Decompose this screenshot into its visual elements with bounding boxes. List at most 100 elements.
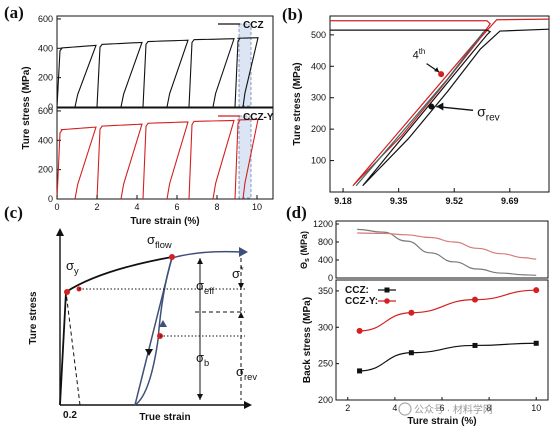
sigma-y-label: σy — [66, 258, 79, 276]
y-tick-label: 0 — [328, 273, 333, 283]
plot-frame-bottom — [56, 107, 274, 200]
y-tick-label: 600 — [38, 106, 53, 116]
arrow-head — [434, 67, 440, 73]
y-tick-label: 0 — [48, 102, 53, 112]
legend-marker — [384, 298, 390, 304]
plot-frame-top — [56, 15, 274, 108]
x-axis-label: Ture strain (%) — [407, 416, 476, 427]
y-axis-label: Ture stress (MPa) — [21, 66, 32, 149]
y-tick-label: 300 — [318, 322, 333, 332]
y-tick-label: 400 — [318, 255, 333, 265]
back-stress-point — [408, 309, 415, 316]
series-line-2 — [330, 28, 550, 187]
series-marker-2 — [428, 103, 435, 110]
back-stress-point — [408, 350, 414, 356]
x-tick-label: 2 — [94, 202, 99, 212]
x-tick-label: 0 — [54, 202, 59, 212]
y-tick-label: 200 — [318, 395, 333, 405]
x-tick-label: 2 — [345, 403, 350, 413]
sigma-b-label: σb — [196, 350, 209, 368]
highlight-band-bottom — [238, 115, 252, 199]
loading-cycle-3 — [142, 121, 189, 200]
x-tick-label: 9.35 — [390, 196, 408, 206]
arrow-head — [436, 102, 444, 111]
loading-cycle-1 — [56, 126, 97, 200]
loading-cycle-2 — [96, 123, 143, 200]
y-tick-label: 800 — [318, 237, 333, 247]
x-axis-label: True strain — [139, 412, 190, 423]
back-stress-curve-1 — [359, 342, 537, 372]
x-tick-label: 6 — [439, 403, 444, 413]
x-tick-label: 10 — [252, 202, 262, 212]
x-tick-label: 4 — [392, 403, 397, 413]
unloading-arrowhead — [145, 349, 153, 356]
legend-label: CCZ-Y — [243, 112, 274, 123]
sigma-y-marker — [64, 289, 70, 295]
watermark: 公众号 · 材料学网 — [398, 402, 493, 416]
top-plot-frame — [335, 220, 549, 279]
sigma-star-label: σ* — [232, 265, 244, 281]
y-tick-label: 500 — [311, 30, 326, 40]
legend-label: CCZ — [243, 20, 264, 31]
panel-c: Ture stress True strain 0.2 σflow σy σeff σ* σb… — [28, 228, 257, 423]
y-tick-label: 350 — [318, 286, 333, 296]
y-tick-label: 400 — [311, 61, 326, 71]
loading-cycle-3 — [142, 39, 189, 108]
x-tick-label: 9.69 — [501, 196, 519, 206]
y-tick-label: 200 — [38, 165, 53, 175]
sigma-flow-marker — [169, 254, 175, 260]
sigma-flow-label: σflow — [147, 232, 172, 250]
panel-d: 0 400 800 1200 200 250 300 350 2 4 6 8 10 Ture strain… — [299, 219, 549, 427]
y-tick-label: 200 — [311, 124, 326, 134]
loading-cycle-5 — [234, 118, 259, 200]
y-tick-label: 300 — [311, 93, 326, 103]
x-tick-label: 9.52 — [445, 196, 463, 206]
back-stress-point — [357, 368, 363, 374]
legend-label: CCZ: — [345, 285, 369, 296]
panel-b: 100 200 300 400 500 9.18 9.35 9.52 9.69 Ture stre… — [292, 15, 550, 206]
series-line-3 — [355, 31, 485, 187]
y-axis-label: Ture stress — [28, 291, 39, 345]
offset-line — [65, 291, 81, 406]
loading-cycle-4 — [188, 38, 235, 108]
y-axis-arrowhead — [56, 228, 64, 236]
wechat-icon — [398, 402, 412, 416]
panel-label-b: (b) — [282, 5, 303, 24]
y-tick-label: 400 — [38, 135, 53, 145]
y-tick-label: 0 — [48, 194, 53, 204]
loading-cycle-4 — [188, 119, 235, 200]
panel-a: 0 200 400 600 CCZ 0 200 400 600 CCZ-Y 0 2 4 6 8 10 Ture … — [21, 14, 274, 227]
bottom-y-axis-label: Back stress (MPa) — [302, 297, 313, 383]
annotation-sigma-rev: σrev — [477, 103, 500, 123]
legend-marker — [384, 287, 390, 293]
y-tick-label: 250 — [318, 359, 333, 369]
plot-frame — [329, 15, 550, 193]
watermark-text: 公众号 · 材料学网 — [414, 403, 493, 416]
reloading-curve — [134, 250, 243, 406]
back-stress-point — [471, 296, 478, 303]
theta-curve-2 — [357, 232, 537, 260]
y-tick-label: 400 — [38, 43, 53, 53]
x-axis-arrowhead — [244, 401, 252, 409]
x-tick-label: 10 — [531, 403, 541, 413]
back-stress-point — [533, 287, 540, 294]
y-tick-label: 1200 — [313, 219, 333, 229]
x-axis-label: Ture strain (%) — [130, 216, 199, 227]
back-stress-curve-2 — [359, 289, 537, 332]
tick-label-0.2: 0.2 — [63, 410, 77, 421]
theta-curve-1 — [357, 228, 537, 276]
sigma-rev-label: σrev — [236, 364, 257, 382]
x-tick-label: 8 — [214, 202, 219, 212]
x-tick-label: 4 — [134, 202, 139, 212]
loading-cycle-2 — [96, 41, 143, 108]
top-y-axis-label: Θs (MPa) — [299, 231, 311, 269]
series-marker-1 — [438, 71, 445, 78]
reloading-arrowhead — [239, 247, 248, 257]
x-tick-label: 9.18 — [334, 196, 352, 206]
annotation-4th: 4th — [413, 47, 426, 61]
panel-label-d: (d) — [286, 203, 307, 222]
y-tick-label: 200 — [38, 73, 53, 83]
x-tick-label: 6 — [174, 202, 179, 212]
